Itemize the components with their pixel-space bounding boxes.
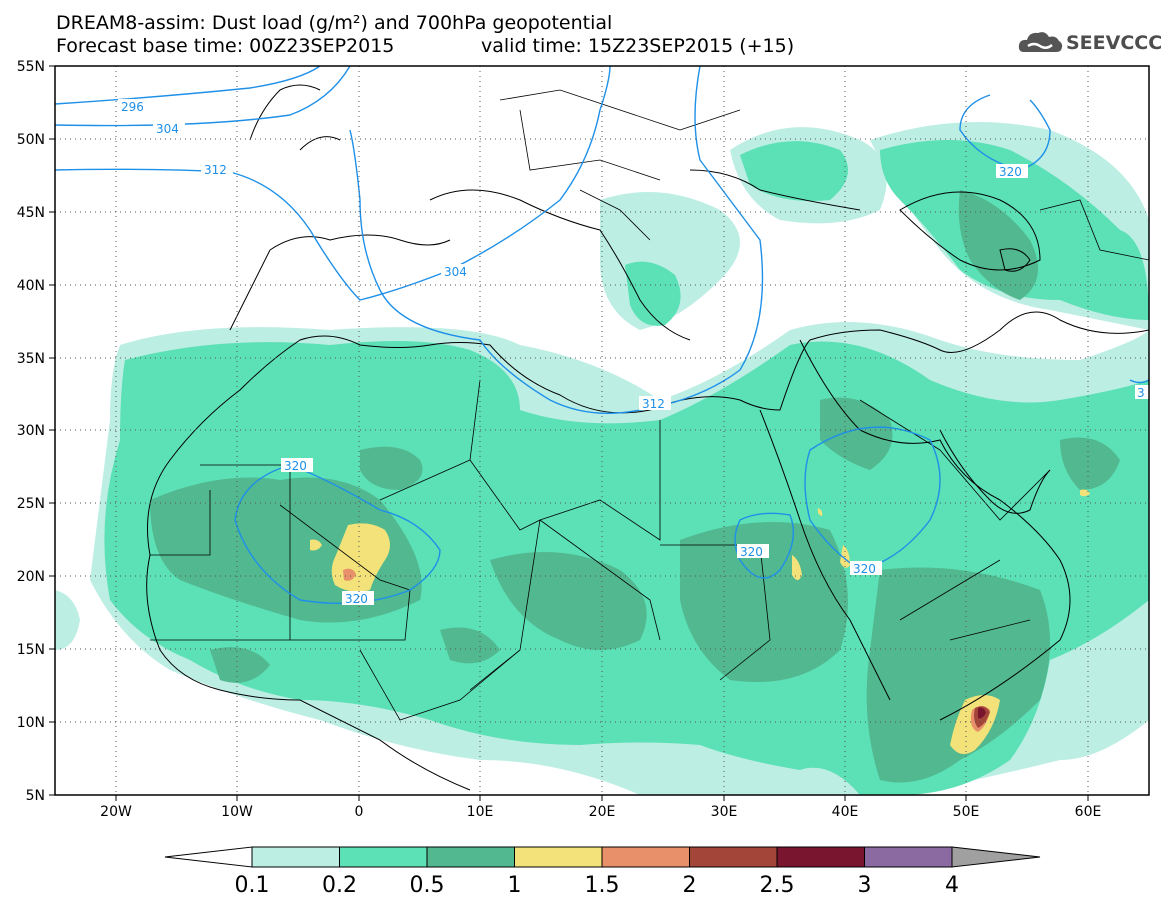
- colorbar-swatch: [601, 846, 690, 868]
- colorbar-labels: 0.1 0.2 0.5 1 1.5 2 2.5 3 4: [235, 873, 960, 898]
- longitude-labels: 20W 10W 0 10E 20E 30E 40E 50E 60E: [100, 804, 1101, 820]
- dust-level-2.5: [978, 707, 986, 719]
- geopotential-contours: [55, 66, 1149, 605]
- lat-label: 10N: [17, 715, 45, 731]
- contour-label: 296: [121, 100, 144, 114]
- colorbar-swatch: [251, 846, 340, 868]
- lon-label: 30E: [711, 804, 738, 820]
- lon-label: 20W: [100, 804, 132, 820]
- colorbar-swatch: [689, 846, 778, 868]
- colorbar-swatch: [514, 846, 603, 868]
- lat-label: 25N: [17, 496, 45, 512]
- colorbar-label: 2: [683, 873, 697, 898]
- base-time: Forecast base time: 00Z23SEP2015: [56, 35, 395, 57]
- contour-labels: 296 304 312 304 312 320 320 320 320 320 …: [118, 99, 1149, 606]
- contour-label: 320: [284, 459, 307, 473]
- lat-label: 55N: [17, 59, 45, 75]
- colorbar-swatch: [864, 846, 953, 868]
- borders: [150, 89, 1149, 721]
- colorbar-low-triangle: [164, 846, 253, 868]
- lon-label: 20E: [589, 804, 616, 820]
- lat-label: 15N: [17, 642, 45, 658]
- contour-label: 304: [444, 265, 467, 279]
- color-bar: [164, 846, 1041, 868]
- contour-label: 320: [853, 562, 876, 576]
- map-title: DREAM8-assim: Dust load (g/m²) and 700hP…: [56, 12, 613, 34]
- lon-label: 10W: [221, 804, 253, 820]
- lat-label: 20N: [17, 569, 45, 585]
- lon-label: 40E: [832, 804, 859, 820]
- colorbar-label: 0.2: [322, 873, 357, 898]
- lat-label: 50N: [17, 132, 45, 148]
- colorbar-label: 1: [508, 873, 522, 898]
- forecast-times: Forecast base time: 00Z23SEP2015 valid ti…: [56, 35, 794, 57]
- contour-label: 304: [156, 122, 179, 136]
- colorbar-label: 4: [945, 873, 959, 898]
- lon-label: 0: [355, 804, 364, 820]
- colorbar-swatch: [426, 846, 515, 868]
- lon-label: 50E: [953, 804, 980, 820]
- lat-label: 45N: [17, 205, 45, 221]
- contour-label: 320: [345, 592, 368, 606]
- contour-label: 312: [642, 397, 665, 411]
- colorbar-swatch: [776, 846, 865, 868]
- contour-label: 3: [1137, 386, 1145, 400]
- lat-label: 5N: [26, 788, 45, 804]
- latitude-labels: 55N 50N 45N 40N 35N 30N 25N 20N 15N 10N …: [17, 59, 45, 804]
- valid-time: valid time: 15Z23SEP2015 (+15): [481, 35, 795, 57]
- colorbar-label: 3: [858, 873, 872, 898]
- lon-label: 10E: [467, 804, 494, 820]
- contour-label: 312: [204, 163, 227, 177]
- dust-field: [55, 122, 1149, 795]
- colorbar-label: 2.5: [760, 873, 795, 898]
- colorbar-swatch: [339, 846, 428, 868]
- lat-label: 30N: [17, 423, 45, 439]
- contour-label: 320: [740, 545, 763, 559]
- lat-label: 35N: [17, 351, 45, 367]
- colorbar-label: 1.5: [585, 873, 620, 898]
- contour-label: 320: [999, 165, 1022, 179]
- dust-level-0.5: [150, 190, 1120, 783]
- lat-label: 40N: [17, 278, 45, 294]
- colorbar-label: 0.1: [235, 873, 270, 898]
- seevccc-logo: SEEVCCC: [1018, 28, 1162, 56]
- cloud-icon: [1018, 32, 1063, 52]
- tick-marks: [49, 65, 1089, 801]
- colorbar-high-triangle: [951, 846, 1041, 868]
- colorbar-label: 0.5: [410, 873, 445, 898]
- lon-label: 60E: [1075, 804, 1102, 820]
